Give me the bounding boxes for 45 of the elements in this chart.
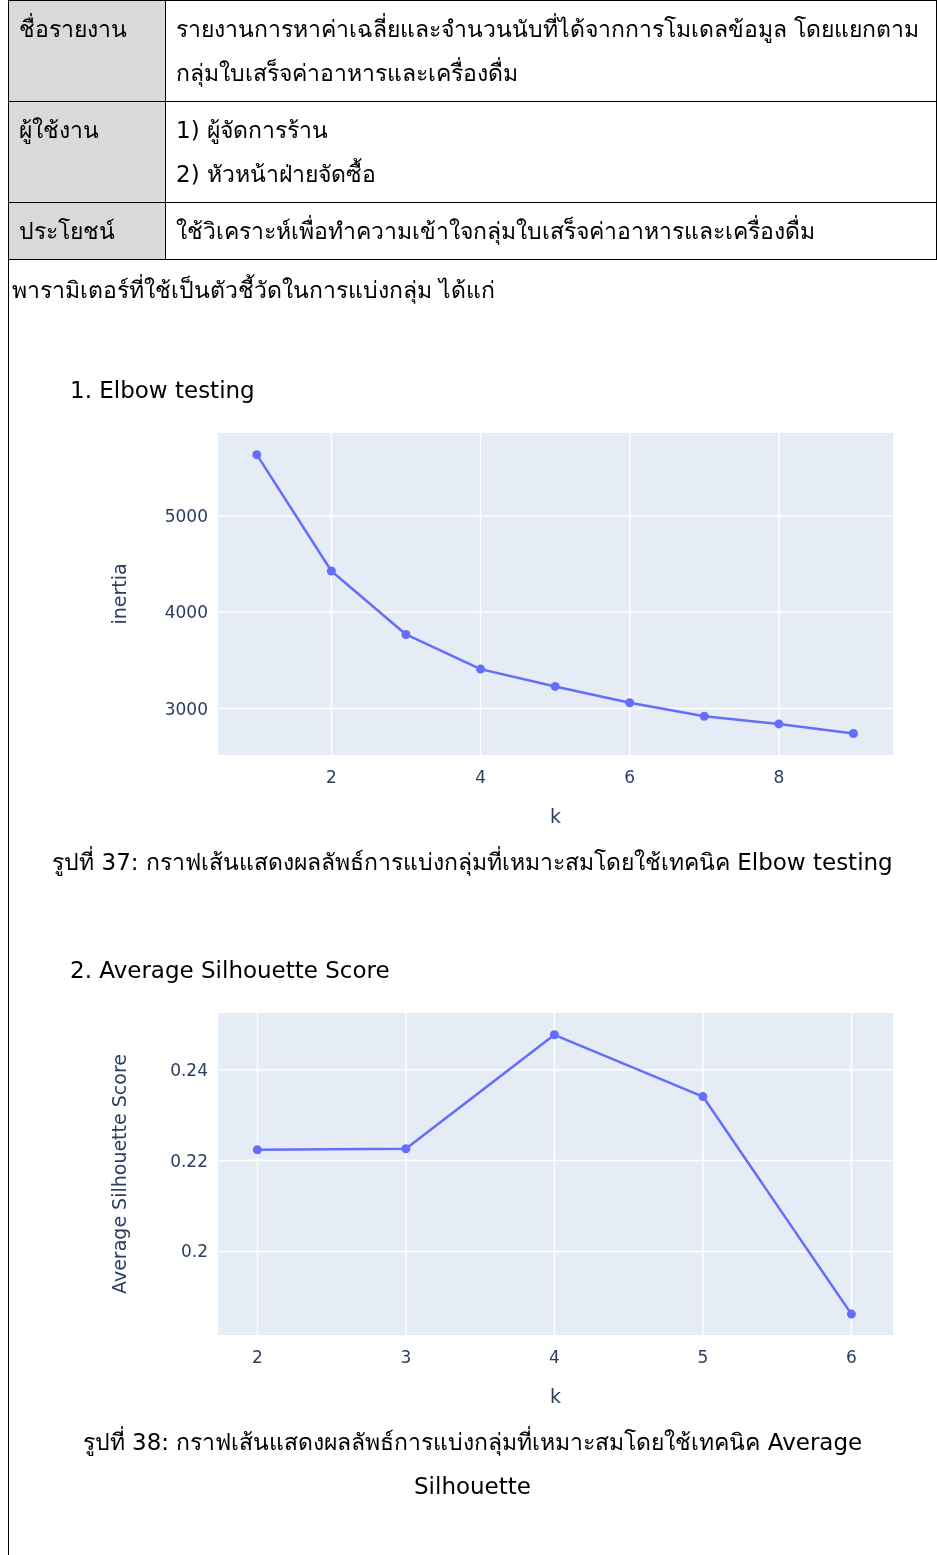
x-tick-label: 2 <box>251 1347 263 1367</box>
x-tick-label: 5 <box>697 1347 709 1367</box>
text: พารามิเตอร์ที่ใช้เป็นตัวชี้วัดในการแบ่งกลุ่ม ได้แก่ <box>11 273 497 306</box>
point <box>401 1144 411 1154</box>
chart-title: 1. Elbow testing <box>69 376 256 405</box>
text: รูปที่ 38: กราฟเส้นแสดงผลลัพธ์การแบ่งกลุ่มที่เหมาะสมโดยใช้เทคนิค Average Silhouette <box>81 1425 864 1501</box>
point <box>401 629 411 639</box>
point <box>549 1030 559 1040</box>
point <box>326 566 336 576</box>
x-tick-label: 6 <box>846 1347 857 1367</box>
point <box>698 1092 708 1102</box>
text: ใช้วิเคราะห์เพื่อทำความเข้าใจกลุ่มใบเสร็จค่าอาหารและเครื่องดื่ม <box>176 214 816 247</box>
y-tick-label: 3000 <box>164 698 208 719</box>
y-tick-label: 0.22 <box>170 1150 208 1171</box>
text: ชื่อรายงาน <box>8 0 166 102</box>
text: ผู้ใช้งาน <box>8 101 166 203</box>
point <box>252 1145 262 1155</box>
text: ประโยชน์ <box>8 202 166 260</box>
point <box>625 698 635 708</box>
point <box>846 1309 856 1319</box>
y-tick-label: 0.2 <box>180 1241 208 1262</box>
point <box>848 729 858 739</box>
y-tick-label: 5000 <box>164 506 208 527</box>
x-tick-label: 2 <box>325 767 337 787</box>
text: รายงานการหาค่าเฉลี่ยและจำนวนนับที่ได้จากการโมเดลข้อมูล โดยแยกตามกลุ่มใบเสร็จค่าอาหารและเครื่องดื่ม <box>176 12 921 89</box>
x-tick-label: 8 <box>773 767 785 787</box>
y-tick-label: 4000 <box>164 602 208 623</box>
x-axis-title: k <box>549 1385 562 1407</box>
x-tick-label: 6 <box>624 767 636 787</box>
x-tick-label: 4 <box>475 767 486 787</box>
text: 1) ผู้จัดการร้าน <box>176 116 329 146</box>
text: 2) หัวหน้าฝ่ายจัดซื้อ <box>176 157 377 189</box>
y-axis-title: Average Silhouette Score <box>108 1054 130 1294</box>
y-axis-title: inertia <box>108 563 130 625</box>
chart-title: 2. Average Silhouette Score <box>69 956 391 985</box>
point <box>699 711 709 721</box>
x-axis-title: k <box>549 805 562 827</box>
point <box>476 664 486 674</box>
x-tick-label: 3 <box>400 1347 412 1367</box>
point <box>252 450 262 460</box>
text: รูปที่ 37: กราฟเส้นแสดงผลลัพธ์การแบ่งกลุ่มที่เหมาะสมโดยใช้เทคนิค Elbow testing <box>51 845 894 878</box>
point <box>550 681 560 691</box>
point <box>774 719 784 729</box>
y-tick-label: 0.24 <box>170 1059 208 1080</box>
x-tick-label: 4 <box>548 1347 560 1367</box>
